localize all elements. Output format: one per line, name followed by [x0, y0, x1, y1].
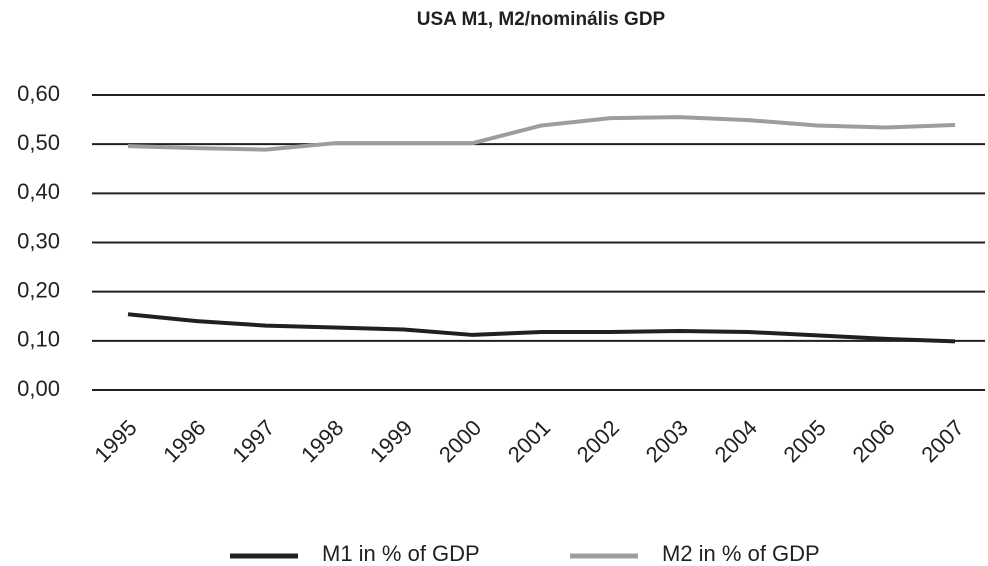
series-line	[127, 312, 956, 344]
x-tick-label: 2007	[916, 415, 968, 467]
x-tick-label: 1996	[158, 415, 210, 467]
x-tick-label: 1998	[296, 415, 348, 467]
x-tick-label: 2006	[847, 415, 899, 467]
y-tick-label: 0,50	[17, 130, 60, 155]
y-tick-label: 0,20	[17, 277, 60, 302]
x-tick-label: 2000	[434, 415, 486, 467]
y-tick-label: 0,00	[17, 376, 60, 401]
x-tick-label: 2005	[779, 415, 831, 467]
y-tick-label: 0,60	[17, 81, 60, 106]
x-tick-label: 1995	[89, 415, 141, 467]
y-tick-label: 0,40	[17, 179, 60, 204]
chart-title: USA M1, M2/nominális GDP	[417, 9, 666, 30]
x-tick-label: 1997	[227, 415, 279, 467]
y-tick-label: 0,30	[17, 228, 60, 253]
x-tick-label: 2001	[503, 415, 555, 467]
legend-label: M2 in % of GDP	[662, 541, 820, 566]
x-tick-label: 2004	[710, 415, 762, 467]
legend-label: M1 in % of GDP	[322, 541, 480, 566]
series-line	[127, 115, 956, 152]
x-tick-label: 2002	[572, 415, 624, 467]
x-tick-label: 2003	[641, 415, 693, 467]
x-tick-label: 1999	[365, 415, 417, 467]
y-tick-label: 0,10	[17, 327, 60, 352]
